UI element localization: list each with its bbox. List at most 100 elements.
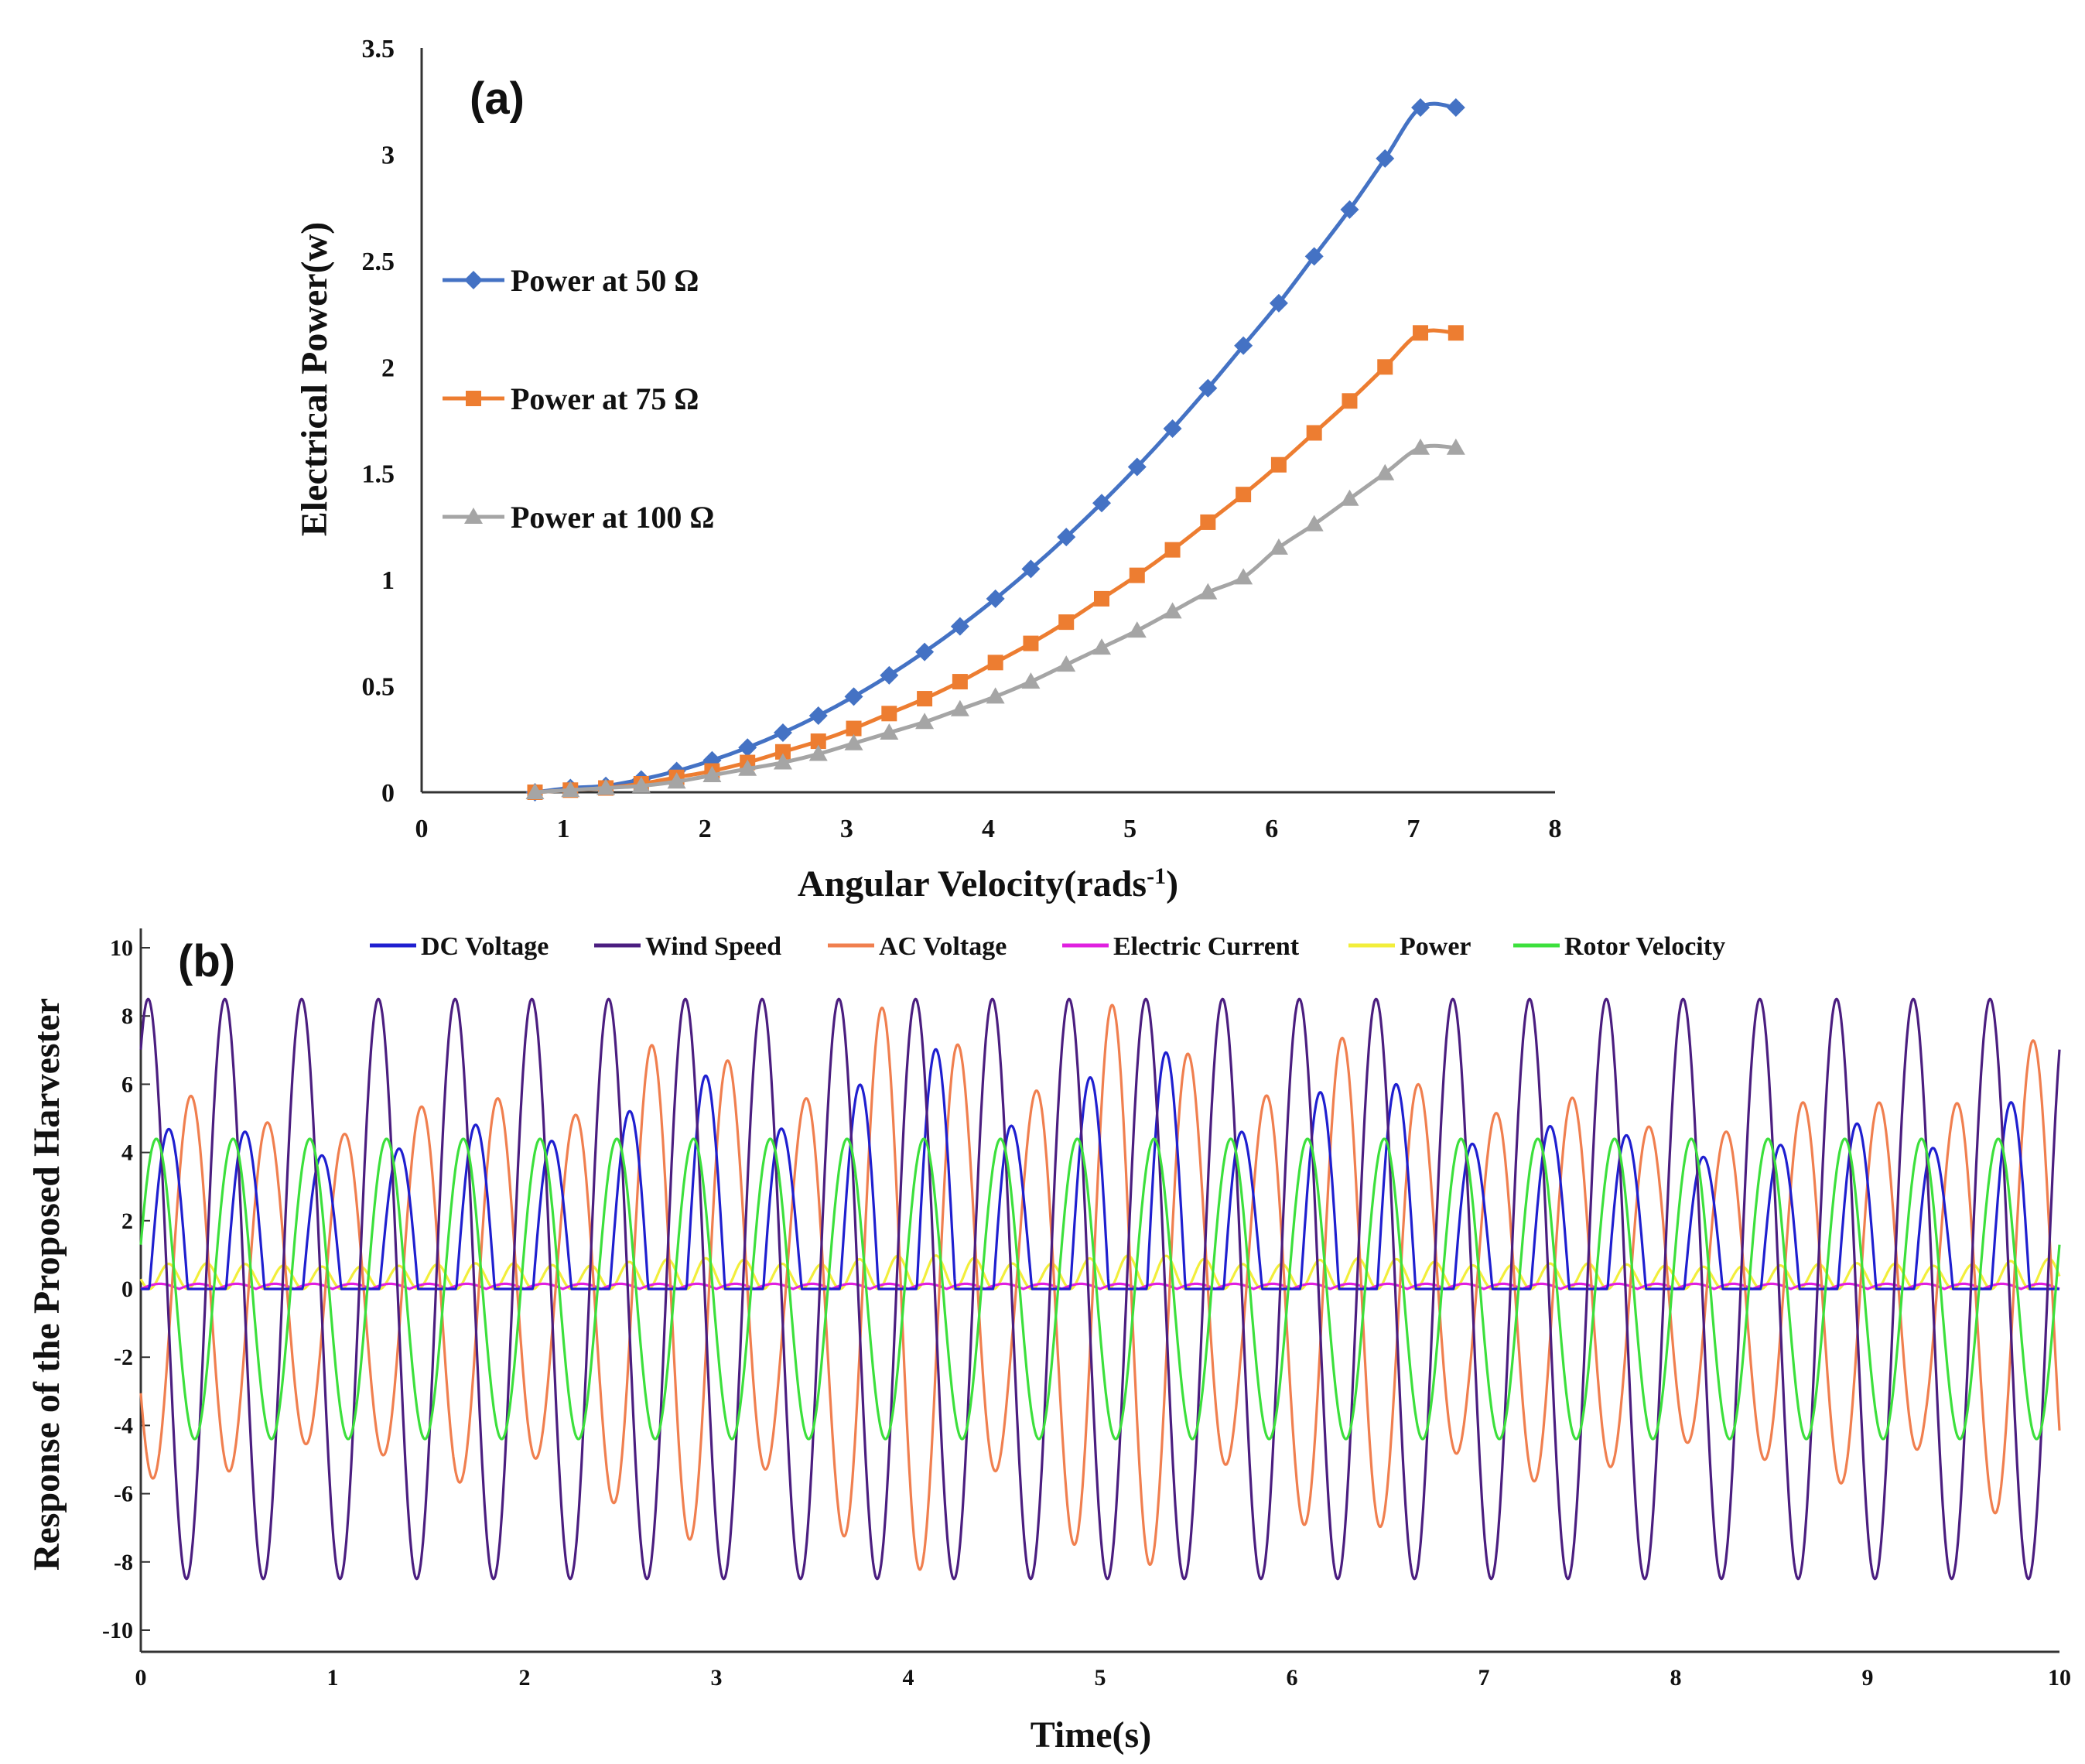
panel-a-x-tick-label: 6 (1265, 815, 1278, 843)
panel-a-point-power-at-75 (1448, 325, 1464, 341)
panel-b-y-tick-label: -4 (114, 1413, 133, 1438)
panel-a-legend-label: Power at 50 Ω (511, 263, 699, 298)
panel-a-x-tick-label: 1 (557, 815, 570, 843)
panel-a-point-power-at-50 (1127, 457, 1147, 477)
panel-a-point-power-at-50 (1411, 97, 1430, 117)
panel-a-point-power-at-75 (952, 674, 968, 690)
panel-a-point-power-at-100 (1411, 438, 1430, 455)
panel-a-point-power-at-100 (702, 766, 722, 783)
panel-a-point-power-at-50 (1057, 528, 1076, 547)
panel-b-y-tick-label: -2 (114, 1345, 133, 1370)
panel-b-series (139, 997, 2061, 1581)
panel-a-point-power-at-50 (1234, 336, 1253, 355)
panel-b-series-line-dc-voltage (140, 1048, 2060, 1291)
panel-a-point-power-at-75 (1377, 359, 1393, 375)
panel-a-point-power-at-50 (1340, 200, 1359, 219)
panel-b-x-axis-title: Time(s) (1031, 1714, 1151, 1755)
panel-a-point-power-at-75 (774, 744, 791, 760)
panel-a-point-power-at-100 (667, 772, 686, 789)
panel-a-label: (a) (470, 74, 525, 124)
panel-b-y-tick-label: 6 (121, 1072, 133, 1097)
panel-a-point-power-at-100 (1198, 583, 1218, 600)
panel-a-y-tick-label: 0.5 (362, 673, 395, 702)
panel-a-y-tick-label: 0 (381, 779, 395, 808)
panel-a-legend-marker (464, 271, 483, 289)
panel-b-series-line-rotor-velocity (139, 1137, 2061, 1441)
panel-a-point-power-at-100 (880, 723, 899, 740)
panel-a-point-power-at-50 (986, 589, 1005, 608)
panel-a-legend-label: Power at 75 Ω (511, 381, 699, 416)
panel-a-legend-marker (464, 508, 483, 524)
panel-b-legend-label: Rotor Velocity (1564, 932, 1725, 961)
panel-b-series-line-ac-voltage (139, 1003, 2061, 1571)
panel-a-x-tick-label: 7 (1407, 815, 1420, 843)
panel-a-point-power-at-75 (810, 733, 826, 750)
panel-a-x-tick-label: 2 (699, 815, 712, 843)
panel-a-point-power-at-100 (1234, 568, 1253, 585)
panel-a-point-power-at-100 (808, 744, 828, 761)
panel-a-point-power-at-75 (1023, 635, 1039, 651)
panel-a-point-power-at-100 (738, 759, 757, 776)
panel-a-point-power-at-100 (596, 778, 616, 795)
panel-a-point-power-at-100 (1446, 438, 1465, 455)
panel-a-point-power-at-50 (808, 706, 828, 726)
panel-b-y-tick-label: 0 (121, 1277, 133, 1302)
panel-a-point-power-at-50 (1269, 293, 1288, 313)
panel-a-x-tick-label: 5 (1123, 815, 1136, 843)
panel-a-x-axis-title: Angular Velocity(rads-1) (798, 863, 1178, 905)
panel-b-y-tick-label: 4 (121, 1140, 133, 1166)
panel-b-series-line-power (139, 1254, 2061, 1291)
panel-a-point-power-at-100 (1304, 514, 1324, 532)
panel-a-y-tick-label: 3.5 (362, 35, 395, 63)
panel-b-x-tick-label: 8 (1670, 1665, 1682, 1690)
panel-a-point-power-at-100 (1376, 463, 1395, 480)
panel-a-point-power-at-75 (1306, 425, 1322, 441)
panel-a-point-power-at-50 (1446, 97, 1465, 117)
panel-a-y-axis-title: Electrical Power(w) (294, 222, 335, 536)
panel-b-x-tick-label: 9 (1862, 1665, 1874, 1690)
panel-b-response-chart: (b) 0 1 2 3 4 5 6 7 8 9 10 -10 -8 -6 -4 -2 0 2 4 6 8 10 Time… (26, 928, 2071, 1755)
panel-a-point-power-at-50 (738, 738, 757, 757)
panel-b-x-tick-label: 6 (1287, 1665, 1298, 1690)
panel-a-point-power-at-75 (917, 691, 933, 707)
panel-a-x-tick-label: 8 (1549, 815, 1562, 843)
panel-a-y-tick-label: 2 (381, 354, 395, 382)
panel-a-point-power-at-50 (1376, 149, 1395, 168)
panel-a-point-power-at-75 (1342, 393, 1358, 409)
panel-b-x-tick-label: 2 (519, 1665, 531, 1690)
panel-b-x-tick-label: 0 (135, 1665, 147, 1690)
panel-a-point-power-at-75 (987, 655, 1003, 671)
panel-a-point-power-at-100 (1163, 602, 1182, 619)
panel-a-point-power-at-100 (1269, 538, 1288, 555)
panel-a-point-power-at-50 (1092, 494, 1111, 513)
panel-a-legend: Power at 50 Ω Power at 75 Ω Power at 100 Ω (443, 263, 714, 535)
panel-b-y-ticks: -10 -8 -6 -4 -2 0 2 4 6 8 10 (102, 935, 150, 1643)
panel-b-y-tick-label: 10 (110, 935, 133, 961)
panel-a-point-power-at-100 (1340, 489, 1359, 506)
panel-a-point-power-at-50 (950, 617, 969, 636)
panel-a-point-power-at-75 (846, 720, 862, 737)
panel-a-x-ticks: 0 1 2 3 4 5 6 7 8 (415, 815, 1562, 843)
panel-b-y-tick-label: -6 (114, 1482, 133, 1507)
panel-a-point-power-at-50 (1198, 378, 1218, 398)
panel-a-x-tick-label: 3 (840, 815, 853, 843)
panel-a-point-power-at-50 (880, 665, 899, 685)
panel-a-point-power-at-100 (1057, 655, 1076, 672)
panel-a-point-power-at-100 (915, 713, 935, 730)
panel-a-point-power-at-100 (1127, 621, 1147, 638)
panel-a-legend-label: Power at 100 Ω (511, 500, 714, 535)
panel-a-x-tick-label: 4 (982, 815, 995, 843)
panel-b-y-axis-title: Response of the Proposed Harvester (26, 998, 67, 1571)
panel-a-y-ticks: 0 0.5 1 1.5 2 2.5 3 3.5 (362, 35, 395, 808)
panel-a-point-power-at-75 (1413, 325, 1429, 341)
panel-a-point-power-at-100 (986, 687, 1005, 704)
panel-b-x-tick-label: 3 (711, 1665, 723, 1690)
panel-a-y-tick-label: 3 (381, 141, 395, 169)
panel-a-power-chart: (a) 0 1 2 3 4 5 6 7 8 0 0.5 1 1.5 2 2.5 3 3.5 Angular V… (294, 35, 1562, 904)
panel-a-y-tick-label: 2.5 (362, 248, 395, 276)
panel-b-y-tick-label: -8 (114, 1550, 133, 1575)
panel-a-point-power-at-100 (844, 733, 863, 750)
panel-a-point-power-at-75 (1058, 614, 1075, 631)
panel-a-point-power-at-50 (1163, 419, 1182, 438)
